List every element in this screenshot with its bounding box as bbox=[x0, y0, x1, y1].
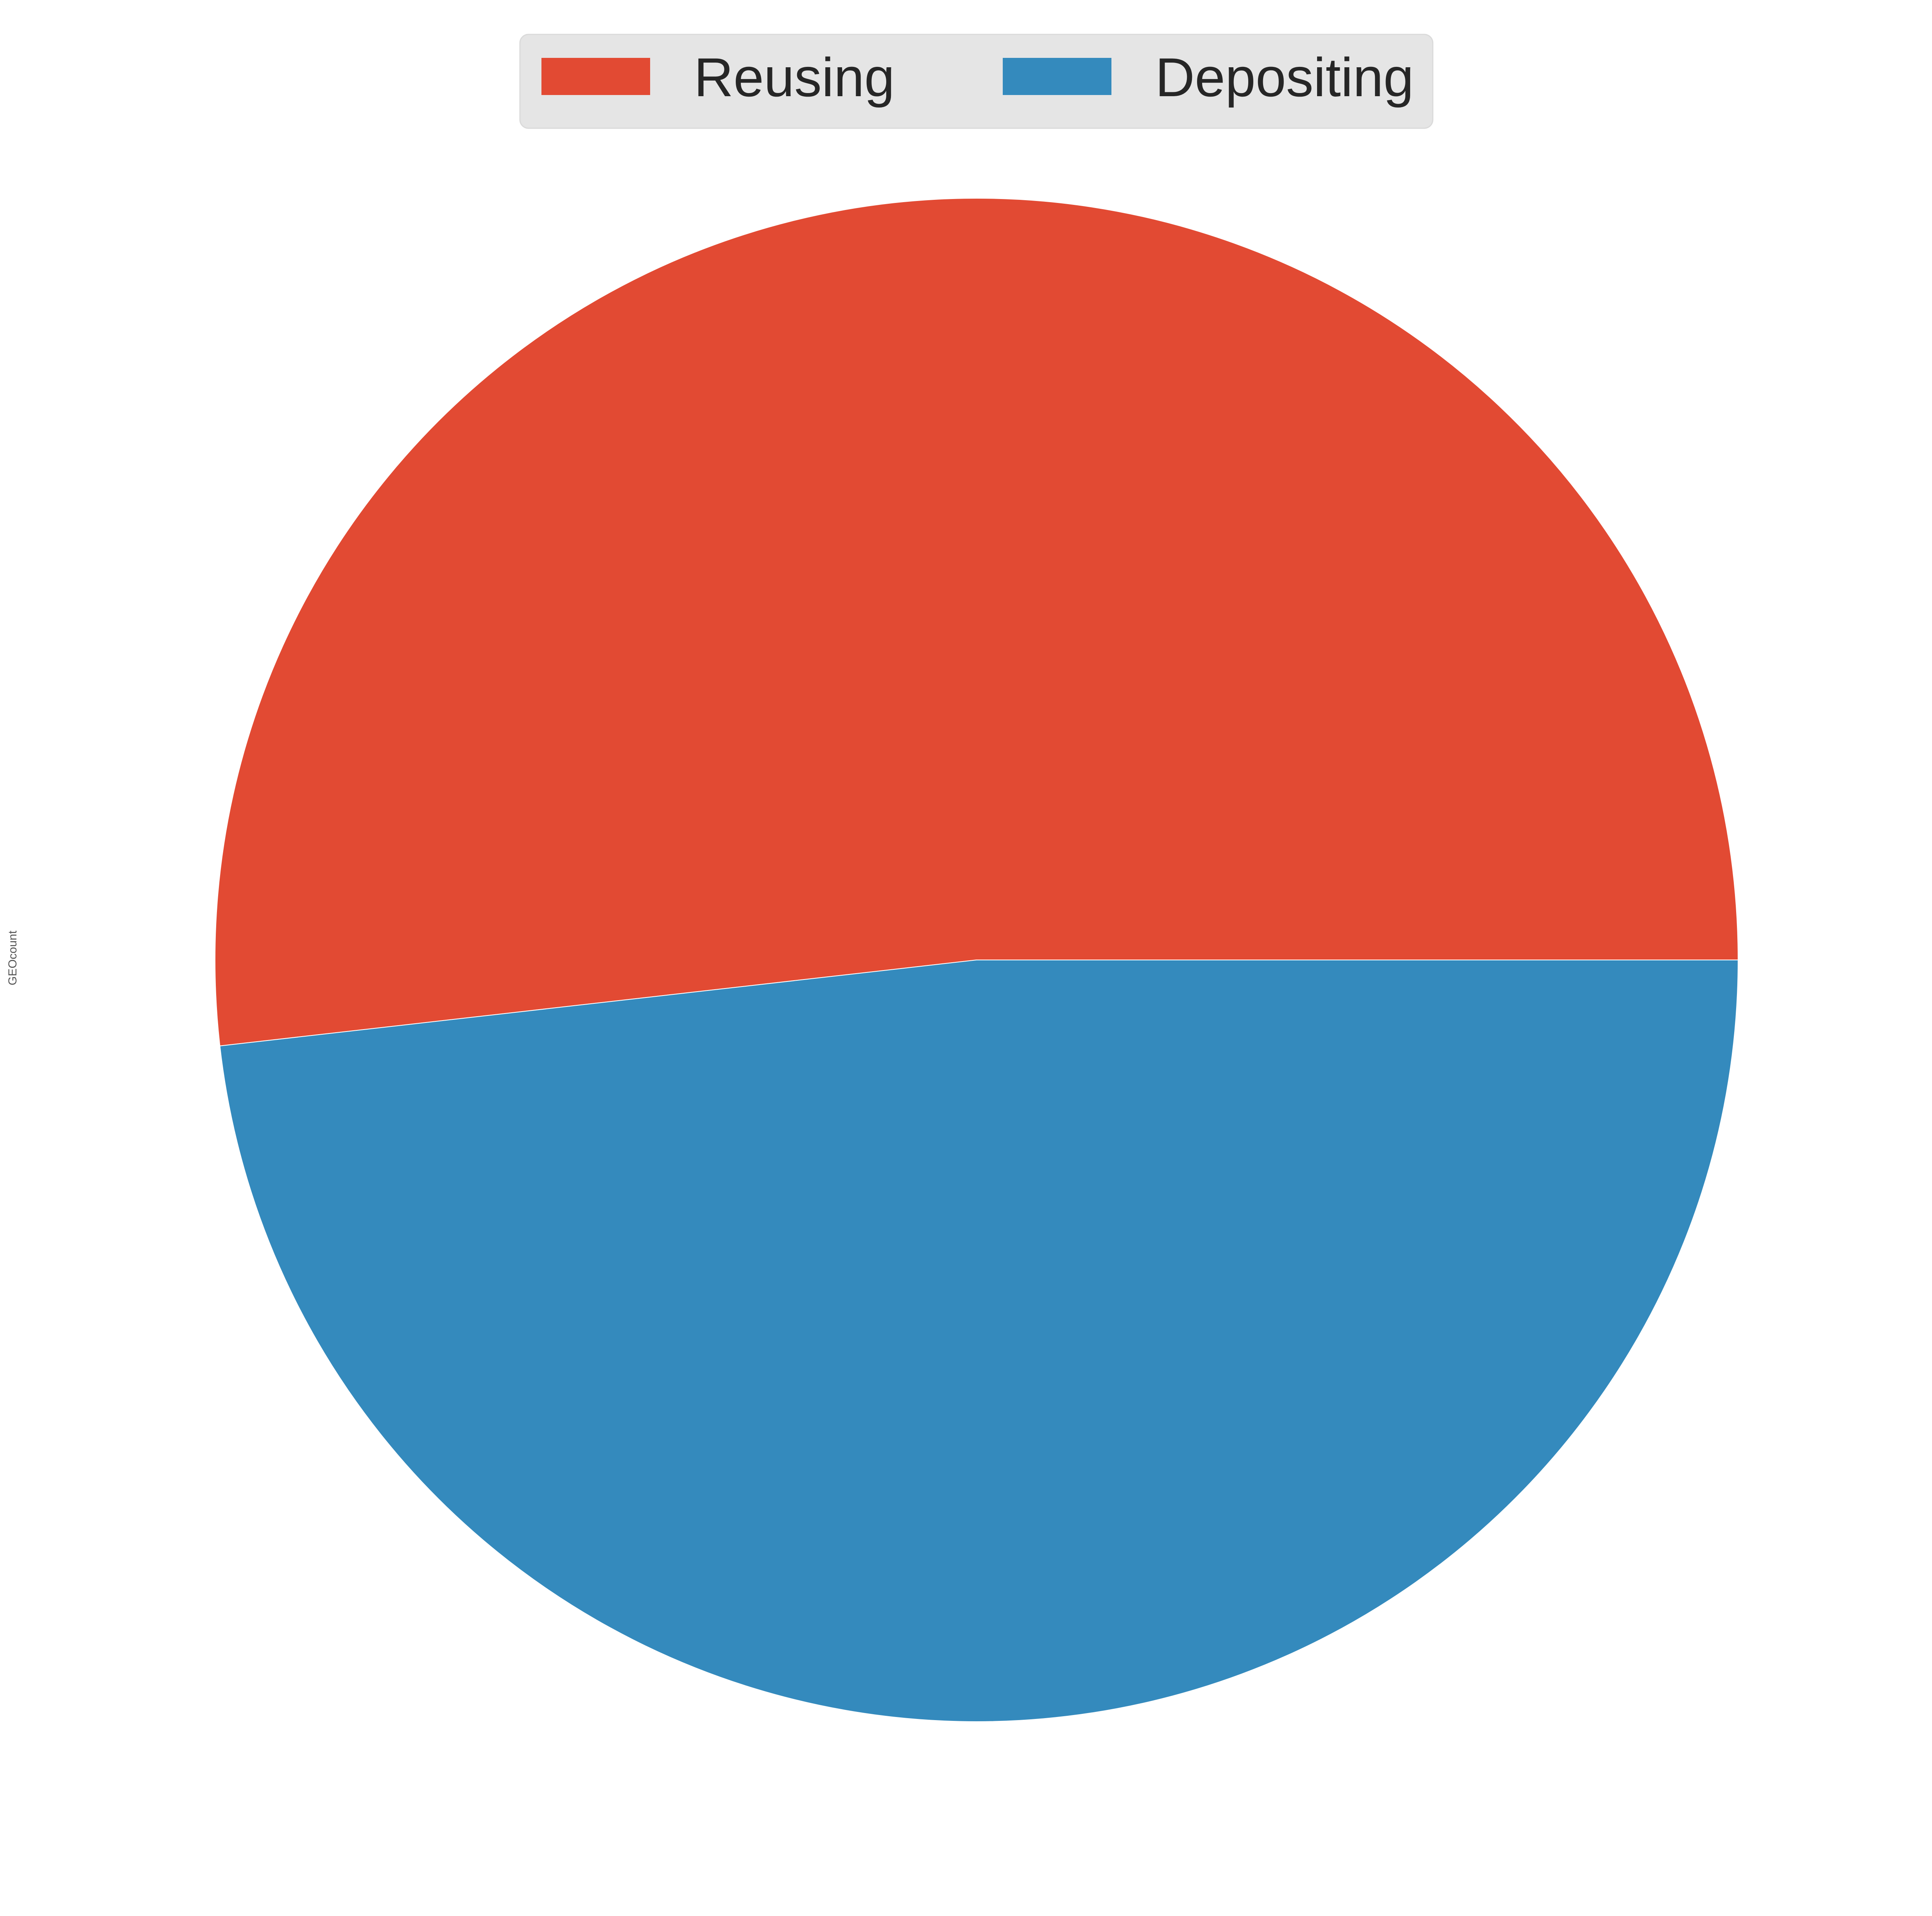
pie-slices bbox=[215, 198, 1739, 1722]
legend: Reusing Depositing bbox=[519, 34, 1434, 129]
legend-label-depositing: Depositing bbox=[1155, 47, 1414, 108]
legend-background bbox=[519, 34, 1434, 129]
legend-label-reusing: Reusing bbox=[694, 47, 895, 108]
y-axis-label: GEOcount bbox=[6, 930, 19, 985]
legend-swatch-depositing bbox=[1003, 58, 1111, 95]
pie-slice-depositing bbox=[219, 960, 1739, 1722]
legend-swatch-reusing bbox=[541, 58, 650, 95]
pie-slice-reusing bbox=[215, 198, 1739, 1046]
